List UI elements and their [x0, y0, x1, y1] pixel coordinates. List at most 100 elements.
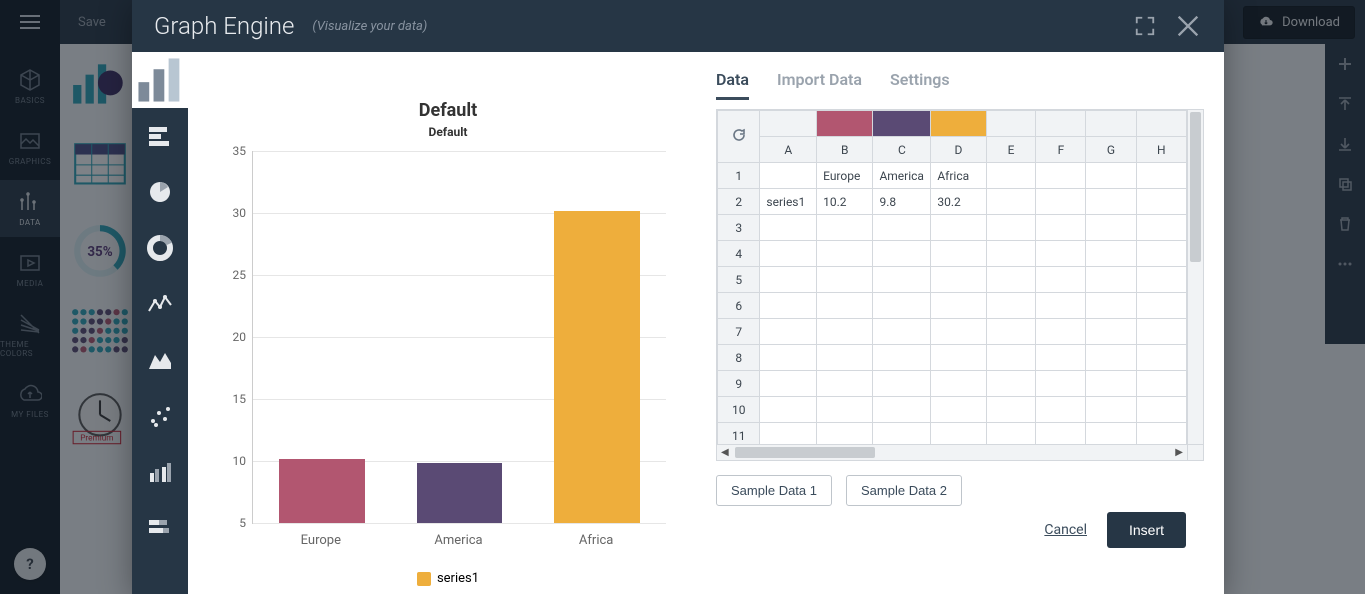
bar-america[interactable]	[417, 463, 502, 523]
cell-B6[interactable]	[817, 293, 873, 319]
cell-B5[interactable]	[817, 267, 873, 293]
cell-B3[interactable]	[817, 215, 873, 241]
cell-F7[interactable]	[1036, 319, 1086, 345]
cell-H2[interactable]	[1136, 189, 1186, 215]
row-header-4[interactable]: 4	[718, 241, 760, 267]
cell-F1[interactable]	[1036, 163, 1086, 189]
spreadsheet-table[interactable]: ABCDEFGH1EuropeAmericaAfrica2series110.2…	[717, 110, 1187, 444]
cell-F5[interactable]	[1036, 267, 1086, 293]
cell-B11[interactable]	[817, 423, 873, 445]
cell-B1[interactable]: Europe	[817, 163, 873, 189]
col-header-C[interactable]: C	[873, 137, 931, 163]
row-header-5[interactable]: 5	[718, 267, 760, 293]
chart-type-hbar[interactable]	[132, 108, 188, 164]
row-header-3[interactable]: 3	[718, 215, 760, 241]
cell-A3[interactable]	[760, 215, 817, 241]
col-header-E[interactable]: E	[986, 137, 1036, 163]
sample-data-2-button[interactable]: Sample Data 2	[846, 475, 962, 506]
cell-H4[interactable]	[1136, 241, 1186, 267]
chart-type-active[interactable]	[132, 52, 188, 108]
cell-H7[interactable]	[1136, 319, 1186, 345]
cell-G4[interactable]	[1086, 241, 1136, 267]
cell-D1[interactable]: Africa	[931, 163, 986, 189]
cell-E10[interactable]	[986, 397, 1036, 423]
cell-H6[interactable]	[1136, 293, 1186, 319]
sample-data-1-button[interactable]: Sample Data 1	[716, 475, 832, 506]
cell-G6[interactable]	[1086, 293, 1136, 319]
cell-F9[interactable]	[1036, 371, 1086, 397]
cell-H8[interactable]	[1136, 345, 1186, 371]
col-header-D[interactable]: D	[931, 137, 986, 163]
fullscreen-icon[interactable]	[1134, 15, 1156, 37]
chart-type-scatter[interactable]	[132, 388, 188, 444]
row-header-2[interactable]: 2	[718, 189, 760, 215]
cell-A8[interactable]	[760, 345, 817, 371]
cell-D7[interactable]	[931, 319, 986, 345]
cell-D4[interactable]	[931, 241, 986, 267]
cell-F2[interactable]	[1036, 189, 1086, 215]
cell-A11[interactable]	[760, 423, 817, 445]
cell-F3[interactable]	[1036, 215, 1086, 241]
cell-C6[interactable]	[873, 293, 931, 319]
cell-D5[interactable]	[931, 267, 986, 293]
cell-E6[interactable]	[986, 293, 1036, 319]
refresh-icon[interactable]	[731, 127, 747, 143]
chart-type-donut[interactable]	[132, 220, 188, 276]
cell-H11[interactable]	[1136, 423, 1186, 445]
chart-type-grouped-col[interactable]	[132, 444, 188, 500]
bar-europe[interactable]	[279, 459, 364, 523]
cell-D3[interactable]	[931, 215, 986, 241]
cell-E11[interactable]	[986, 423, 1036, 445]
cell-G2[interactable]	[1086, 189, 1136, 215]
cell-A10[interactable]	[760, 397, 817, 423]
cell-A6[interactable]	[760, 293, 817, 319]
cell-F6[interactable]	[1036, 293, 1086, 319]
row-header-8[interactable]: 8	[718, 345, 760, 371]
cell-G11[interactable]	[1086, 423, 1136, 445]
scroll-right-icon[interactable]: ▶	[1175, 447, 1183, 458]
row-header-9[interactable]: 9	[718, 371, 760, 397]
scroll-left-icon[interactable]: ◀	[721, 447, 729, 458]
cell-B9[interactable]	[817, 371, 873, 397]
cell-C5[interactable]	[873, 267, 931, 293]
cell-G8[interactable]	[1086, 345, 1136, 371]
cell-C10[interactable]	[873, 397, 931, 423]
col-header-G[interactable]: G	[1086, 137, 1136, 163]
cell-B4[interactable]	[817, 241, 873, 267]
tab-import-data[interactable]: Import Data	[777, 70, 862, 100]
row-header-10[interactable]: 10	[718, 397, 760, 423]
cancel-button[interactable]: Cancel	[1044, 522, 1087, 538]
cell-A4[interactable]	[760, 241, 817, 267]
cell-H10[interactable]	[1136, 397, 1186, 423]
horizontal-scrollbar[interactable]: ◀ ▶	[717, 444, 1203, 460]
chart-type-area[interactable]	[132, 332, 188, 388]
cell-G5[interactable]	[1086, 267, 1136, 293]
cell-A9[interactable]	[760, 371, 817, 397]
tab-settings[interactable]: Settings	[890, 70, 950, 100]
cell-E5[interactable]	[986, 267, 1036, 293]
cell-G10[interactable]	[1086, 397, 1136, 423]
col-header-H[interactable]: H	[1136, 137, 1186, 163]
row-header-6[interactable]: 6	[718, 293, 760, 319]
cell-H9[interactable]	[1136, 371, 1186, 397]
cell-D9[interactable]	[931, 371, 986, 397]
cell-E2[interactable]	[986, 189, 1036, 215]
cell-E1[interactable]	[986, 163, 1036, 189]
cell-C2[interactable]: 9.8	[873, 189, 931, 215]
cell-H1[interactable]	[1136, 163, 1186, 189]
cell-C8[interactable]	[873, 345, 931, 371]
cell-B10[interactable]	[817, 397, 873, 423]
cell-H5[interactable]	[1136, 267, 1186, 293]
cell-C7[interactable]	[873, 319, 931, 345]
cell-D6[interactable]	[931, 293, 986, 319]
cell-D11[interactable]	[931, 423, 986, 445]
cell-B7[interactable]	[817, 319, 873, 345]
cell-F8[interactable]	[1036, 345, 1086, 371]
chart-type-line[interactable]	[132, 276, 188, 332]
cell-A1[interactable]	[760, 163, 817, 189]
insert-button[interactable]: Insert	[1107, 512, 1186, 548]
col-header-B[interactable]: B	[817, 137, 873, 163]
cell-D10[interactable]	[931, 397, 986, 423]
cell-D8[interactable]	[931, 345, 986, 371]
tab-data[interactable]: Data	[716, 70, 749, 100]
